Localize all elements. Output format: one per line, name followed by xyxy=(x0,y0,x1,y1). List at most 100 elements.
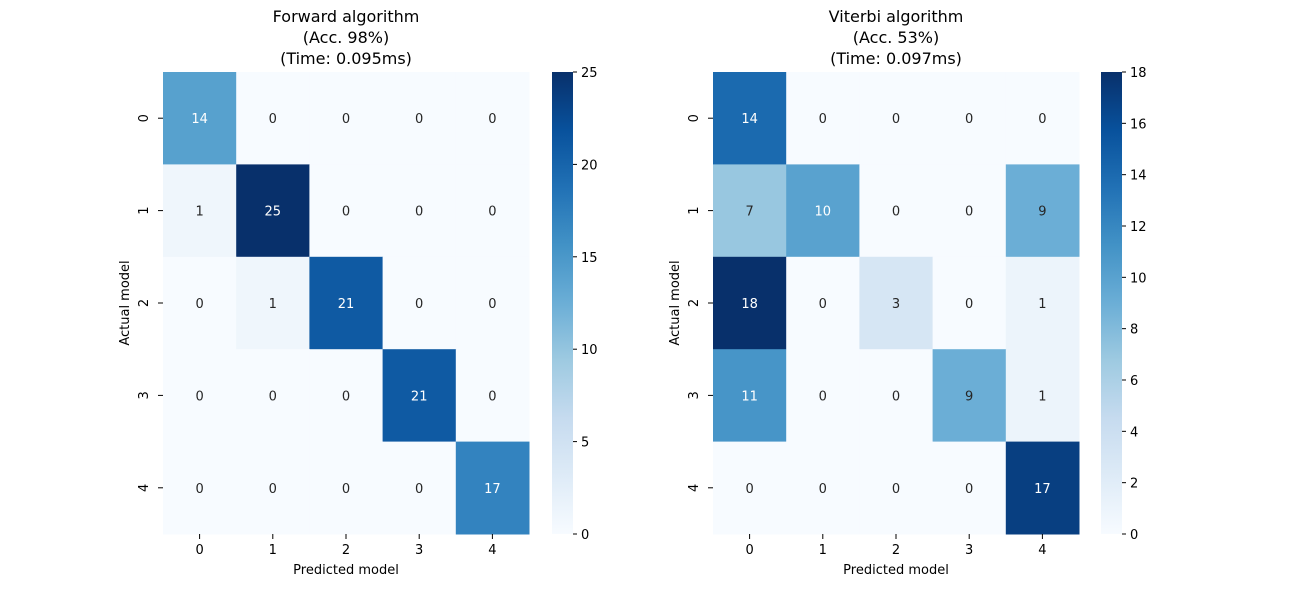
heatmap-cell xyxy=(382,256,457,350)
cell-value-label: 1 xyxy=(1038,389,1046,404)
colorbar-tick-label: 16 xyxy=(1130,117,1147,132)
cell-value-label: 0 xyxy=(488,205,496,220)
heatmap-cell xyxy=(932,441,1007,535)
chart-title-line: Viterbi algorithm xyxy=(829,7,964,26)
heatmap-cell xyxy=(163,72,237,165)
cell-value-label: 0 xyxy=(342,112,350,127)
y-tick-label: 4 xyxy=(137,484,152,492)
colorbar-tick-label: 4 xyxy=(1130,425,1138,440)
heatmap-cell xyxy=(859,164,934,258)
y-tick-label: 3 xyxy=(137,391,152,399)
heatmap-cell xyxy=(163,441,237,535)
heatmap-cell xyxy=(932,164,1007,258)
colorbar-tick-label: 20 xyxy=(581,158,598,173)
x-tick-label: 0 xyxy=(745,543,753,558)
heatmap-cell xyxy=(455,164,530,258)
cell-value-label: 0 xyxy=(195,389,203,404)
heatmap-cell xyxy=(713,441,787,535)
heatmap-cell xyxy=(1005,164,1080,258)
heatmap-cell xyxy=(455,256,530,350)
heatmap-cell xyxy=(382,349,457,443)
cell-value-label: 0 xyxy=(342,389,350,404)
heatmap-cell xyxy=(382,164,457,258)
cell-value-label: 0 xyxy=(269,482,277,497)
heatmap-cell xyxy=(163,349,237,443)
y-tick-label: 4 xyxy=(687,484,702,492)
heatmap-cell xyxy=(859,441,934,535)
colorbar-tick-label: 10 xyxy=(1130,271,1147,286)
cell-value-label: 0 xyxy=(195,297,203,312)
x-tick-label: 2 xyxy=(342,543,350,558)
heatmap-cell xyxy=(713,256,787,350)
cell-value-label: 0 xyxy=(819,297,827,312)
x-tick-label: 4 xyxy=(1038,543,1046,558)
x-tick-label: 0 xyxy=(195,543,203,558)
cell-value-label: 9 xyxy=(1038,205,1046,220)
cell-value-label: 0 xyxy=(965,205,973,220)
heatmap-cell xyxy=(455,349,530,443)
cell-value-label: 17 xyxy=(484,482,501,497)
chart-title-line: (Time: 0.097ms) xyxy=(830,49,962,68)
heatmap-cell xyxy=(382,72,457,165)
cell-value-label: 1 xyxy=(269,297,277,312)
cell-value-label: 0 xyxy=(342,205,350,220)
colorbar-tick-label: 15 xyxy=(581,251,598,266)
heatmap-cell xyxy=(455,72,530,165)
y-axis-label: Actual model xyxy=(668,260,683,345)
colorbar xyxy=(552,72,573,534)
cell-value-label: 21 xyxy=(411,389,428,404)
heatmap-cell xyxy=(236,441,310,535)
colorbar-tick-label: 0 xyxy=(1130,528,1138,543)
colorbar-tick-label: 14 xyxy=(1130,169,1147,184)
heatmap-cell xyxy=(713,72,787,165)
heatmap-cell xyxy=(859,72,934,165)
cell-value-label: 0 xyxy=(819,482,827,497)
cell-value-label: 0 xyxy=(892,205,900,220)
heatmap-cell xyxy=(236,164,310,258)
heatmap-cell xyxy=(1005,349,1080,443)
heatmap-cell xyxy=(786,256,860,350)
heatmap-cell xyxy=(309,256,384,350)
cell-value-label: 25 xyxy=(265,205,282,220)
x-tick-label: 1 xyxy=(819,543,827,558)
cell-value-label: 0 xyxy=(269,389,277,404)
heatmap-cell xyxy=(859,349,934,443)
heatmap-cell xyxy=(163,256,237,350)
cell-value-label: 1 xyxy=(1038,297,1046,312)
cell-value-label: 0 xyxy=(415,205,423,220)
chart-title-line: (Acc. 98%) xyxy=(303,28,389,47)
y-tick-label: 3 xyxy=(687,391,702,399)
colorbar-tick-label: 0 xyxy=(581,528,589,543)
x-tick-label: 3 xyxy=(965,543,973,558)
cell-value-label: 1 xyxy=(195,205,203,220)
heatmap-cell xyxy=(786,72,860,165)
heatmap-cell xyxy=(309,441,384,535)
colorbar-tick-label: 8 xyxy=(1130,323,1138,338)
heatmap-cell xyxy=(236,349,310,443)
chart-title-line: (Acc. 53%) xyxy=(853,28,939,47)
cell-value-label: 0 xyxy=(488,297,496,312)
y-tick-label: 1 xyxy=(137,206,152,214)
cell-value-label: 0 xyxy=(488,389,496,404)
cell-value-label: 18 xyxy=(741,297,758,312)
cell-value-label: 0 xyxy=(892,112,900,127)
heatmap-cell xyxy=(1005,441,1080,535)
heatmap-cell xyxy=(382,441,457,535)
cell-value-label: 0 xyxy=(892,389,900,404)
cell-value-label: 3 xyxy=(892,297,900,312)
cell-value-label: 7 xyxy=(745,205,753,220)
x-tick-label: 4 xyxy=(488,543,496,558)
cell-value-label: 0 xyxy=(269,112,277,127)
cell-value-label: 0 xyxy=(415,482,423,497)
heatmap-panel-0: Forward algorithm (Acc. 98%) (Time: 0.095m… xyxy=(118,7,598,578)
cell-value-label: 0 xyxy=(415,297,423,312)
colorbar-tick-label: 10 xyxy=(581,343,598,358)
heatmap-cell xyxy=(309,72,384,165)
cell-value-label: 0 xyxy=(819,389,827,404)
cell-value-label: 0 xyxy=(342,482,350,497)
x-axis-label: Predicted model xyxy=(293,563,399,578)
cell-value-label: 0 xyxy=(745,482,753,497)
cell-value-label: 0 xyxy=(488,112,496,127)
x-tick-label: 3 xyxy=(415,543,423,558)
cell-value-label: 0 xyxy=(415,112,423,127)
